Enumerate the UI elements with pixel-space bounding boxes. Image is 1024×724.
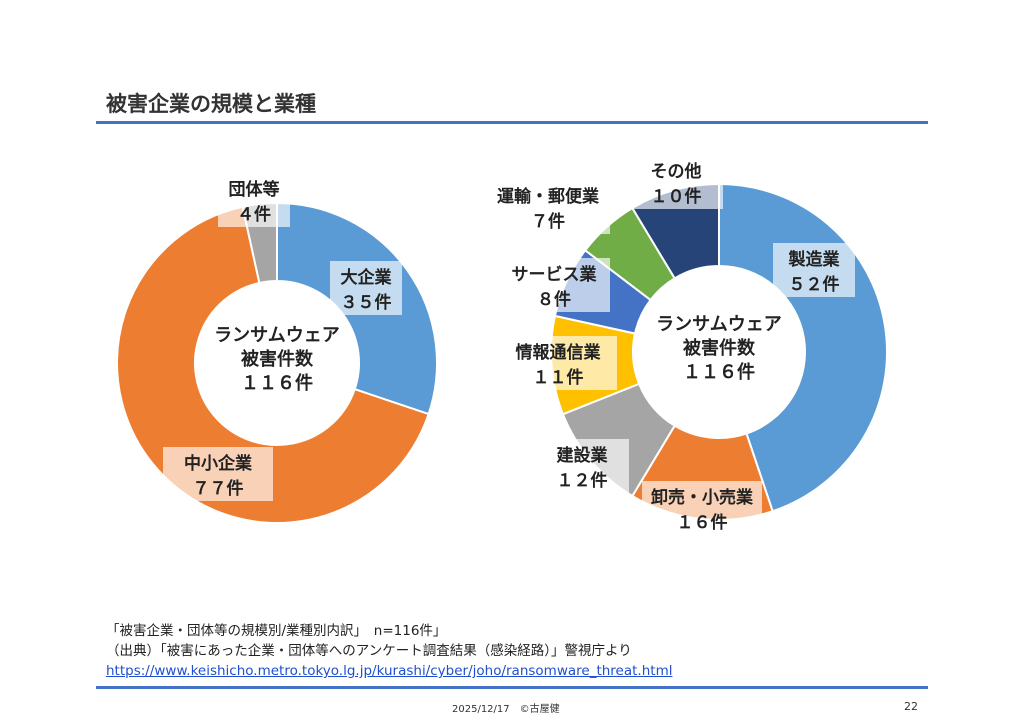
slice-label-box	[498, 258, 610, 312]
slice-label-value: １１件	[533, 367, 584, 388]
center-label-line: 被害件数	[241, 348, 314, 370]
slice-label-box	[535, 439, 629, 493]
slice-label-box	[629, 155, 723, 209]
slice-label-value: １０件	[651, 186, 702, 207]
title-underline	[96, 121, 928, 124]
slice-label-value: ５２件	[789, 274, 840, 295]
caption-line-2: （出典）「被害にあった企業・団体等へのアンケート調査結果（感染経路）」警視庁より	[106, 643, 632, 659]
footer-date: 2025/12/17 ©古屋健	[452, 704, 560, 715]
slice-label-value: ３５件	[341, 292, 392, 313]
source-caption: 「被害企業・団体等の規模別/業種別内訳」 n=116件」 （出典）「被害にあった…	[106, 621, 672, 681]
slice-label-name: 団体等	[229, 179, 280, 200]
slice-label-name: サービス業	[512, 264, 597, 285]
slice-label-value: １６件	[677, 512, 728, 533]
center-label-line: ランサムウェア	[656, 314, 782, 335]
slice-label-box	[642, 481, 762, 535]
slice-label-name: 運輸・郵便業	[497, 186, 599, 207]
slice-label-box	[163, 447, 273, 501]
slice-label-name: 製造業	[788, 249, 840, 270]
slice-label-value: ４件	[237, 204, 271, 225]
slice-label-value: ７７件	[193, 478, 244, 499]
source-link[interactable]: https://www.keishicho.metro.tokyo.lg.jp/…	[106, 663, 673, 679]
slice-label-name: 卸売・小売業	[651, 487, 753, 508]
center-label-line: 被害件数	[683, 337, 756, 359]
slice-label-box	[499, 336, 617, 390]
center-label-line: ランサムウェア	[214, 325, 340, 346]
slice-label-value: ７件	[531, 211, 565, 232]
slice-label-name: 情報通信業	[516, 342, 601, 363]
page-title: 被害企業の規模と業種	[106, 92, 316, 116]
slice-label-box	[773, 243, 855, 297]
slice-label-name: その他	[651, 161, 702, 182]
slice-label-box	[486, 180, 610, 234]
caption-line-1: 「被害企業・団体等の規模別/業種別内訳」 n=116件」	[106, 623, 447, 639]
footer-rule	[96, 686, 928, 689]
slice-label-name: 中小企業	[184, 453, 252, 474]
center-label-line: １１６件	[241, 372, 313, 394]
slice-label-name: 建設業	[557, 445, 608, 466]
donut-slice	[116, 205, 430, 524]
slice-label-box	[218, 173, 290, 227]
center-label-line: １１６件	[683, 361, 755, 383]
slice-label-name: 大企業	[341, 267, 392, 288]
slice-label-value: ８件	[537, 289, 571, 310]
page-number: 22	[904, 700, 918, 713]
slice-label-box	[330, 261, 402, 315]
slice-label-value: １２件	[557, 470, 608, 491]
